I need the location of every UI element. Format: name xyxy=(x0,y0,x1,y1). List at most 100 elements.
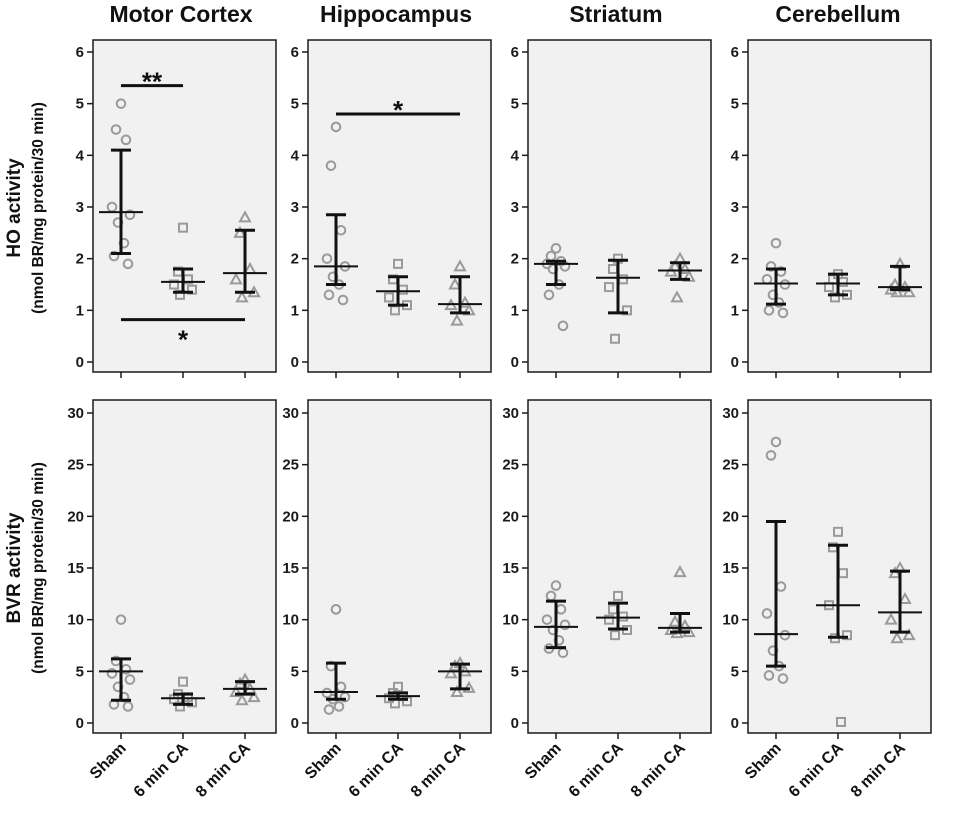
panel-5-sham-point xyxy=(122,701,134,712)
panel-7-sham-point xyxy=(550,580,562,591)
panel-1-sham-point xyxy=(108,250,120,262)
category-label-6-min-ca: 6 min CA xyxy=(346,739,407,800)
panel-7-sham-point xyxy=(559,619,571,631)
panel-1-sham-point xyxy=(120,134,132,146)
panel-1-8-min-ca-point xyxy=(233,225,247,238)
panel-3-8-min-ca-point xyxy=(678,261,692,274)
panel-1-ytick-label: 5 xyxy=(76,96,84,113)
panel-2-sham-point xyxy=(337,294,349,306)
panel-5-ytick-label: 5 xyxy=(76,663,84,680)
plot-area: 0123456***0123456*0123456012345605101520… xyxy=(67,39,932,801)
panel-1-sham-point xyxy=(122,258,134,270)
panel-6-sham-point xyxy=(330,604,342,615)
panel-1-ytick-label: 1 xyxy=(76,302,84,319)
panel-5-8-min-ca-point xyxy=(235,693,249,706)
panel-6-sham-point xyxy=(323,704,335,715)
panel-1-sham-point xyxy=(110,124,122,135)
panel-8-ytick-label: 25 xyxy=(722,457,739,474)
panel-6-ytick-label: 20 xyxy=(282,508,299,525)
panel-1-ytick-label: 6 xyxy=(76,44,84,61)
category-label-8-min-ca: 8 min CA xyxy=(193,739,254,800)
category-label-sham: Sham xyxy=(522,740,565,783)
panel-6-8-min-ca-point xyxy=(450,684,464,697)
panel-5-8-min-ca-point xyxy=(247,690,261,703)
panel-4-ytick-label: 6 xyxy=(731,44,739,61)
panel-2-ytick-label: 4 xyxy=(291,147,300,164)
panel-title-motor-cortex: Motor Cortex xyxy=(109,1,252,27)
panel-title-striatum: Striatum xyxy=(569,1,662,27)
panel-2-ytick-label: 0 xyxy=(291,354,299,371)
panel-7-ytick-label: 5 xyxy=(511,663,519,680)
panel-3-8-min-ca-point xyxy=(670,290,684,303)
panel-1-frame xyxy=(92,39,277,373)
panel-4: 0 1 2 3 4 5 6 xyxy=(731,39,932,378)
panel-4-sham-point xyxy=(777,307,789,319)
panel-7-ytick-label: 25 xyxy=(502,457,519,474)
category-label-sham: Sham xyxy=(742,740,785,783)
panel-4-ytick-label: 0 xyxy=(731,354,739,371)
panel-4-ytick-label: 4 xyxy=(731,147,740,164)
panel-6-sham-point xyxy=(321,687,333,699)
panel-8-8-min-ca-point xyxy=(884,612,898,625)
panel-5-8-min-ca-point xyxy=(233,676,247,689)
category-label-8-min-ca: 8 min CA xyxy=(848,739,909,800)
panel-7-6-min-ca-point xyxy=(604,614,614,625)
panel-7-ytick-label: 15 xyxy=(502,560,519,577)
panel-3-ytick-label: 5 xyxy=(511,96,519,113)
panel-4-8-min-ca-point xyxy=(902,285,916,298)
panel-2-sham-point xyxy=(323,289,335,301)
category-label-6-min-ca: 6 min CA xyxy=(786,739,847,800)
panel-3-6-min-ca-point xyxy=(610,333,620,344)
panel-3-ytick-label: 4 xyxy=(511,147,520,164)
panel-3-sham-point xyxy=(543,289,555,301)
panel-2-ytick-label: 3 xyxy=(291,199,299,216)
panel-8-sham-point xyxy=(779,629,791,641)
panel-3-ytick-label: 2 xyxy=(511,251,519,268)
panel-4-8-min-ca-point xyxy=(890,285,904,298)
panel-6-8-min-ca-point xyxy=(462,680,476,693)
panel-2-ytick-label: 2 xyxy=(291,251,299,268)
panel-7-frame xyxy=(527,399,712,734)
category-label-sham: Sham xyxy=(87,740,130,783)
panel-5-sham-point xyxy=(115,614,127,625)
panel-3-6-min-ca-point xyxy=(604,282,614,293)
y-axis-sublabel-ho: (nmol BR/mg protein/30 min) xyxy=(30,102,47,314)
panel-6-ytick-label: 0 xyxy=(291,715,299,732)
panel-1-sham-point xyxy=(124,209,136,221)
panel-5-ytick-label: 10 xyxy=(67,612,84,629)
panel-6-sham-point xyxy=(333,701,345,712)
category-label-6-min-ca: 6 min CA xyxy=(566,739,627,800)
panel-7-8-min-ca-point xyxy=(678,618,692,631)
panel-8-sham-point xyxy=(761,608,773,619)
panel-2-sham-point xyxy=(330,121,342,133)
panel-7-6-min-ca-point xyxy=(613,590,623,601)
panel-8-ytick-label: 15 xyxy=(722,560,739,577)
panel-1-6-min-ca-point xyxy=(169,279,179,290)
panel-7-ytick-label: 30 xyxy=(502,405,519,422)
panel-8-sham-point xyxy=(763,670,775,681)
panel-8-8-min-ca-point xyxy=(902,628,916,641)
panel-8-6-min-ca-point xyxy=(833,526,843,537)
panel-5-8-min-ca-point xyxy=(229,684,243,697)
panel-4-ytick-label: 3 xyxy=(731,199,739,216)
panel-3-ytick-label: 6 xyxy=(511,44,519,61)
panel-8-8-min-ca-point xyxy=(888,566,902,579)
panel-3-frame xyxy=(527,39,712,373)
panel-3-ytick-label: 0 xyxy=(511,354,519,371)
panel-6-ytick-label: 15 xyxy=(282,560,299,577)
panel-3: 0 1 2 3 4 5 6 xyxy=(511,39,712,378)
panel-1-significance-label-2: * xyxy=(178,325,189,355)
panel-3-sham-point xyxy=(550,243,562,254)
panel-8-sham-point xyxy=(765,450,777,461)
panel-2-8-min-ca-point xyxy=(453,259,467,272)
panel-4-frame xyxy=(747,39,932,373)
panel-5-sham-point xyxy=(124,674,136,685)
panel-title-cerebellum: Cerebellum xyxy=(775,1,900,27)
panel-8: 0 5 10 15 20 25 30 Sham 6 min CA 8 min CA xyxy=(722,399,932,801)
panel-7: 0 5 10 15 20 25 30 Sham 6 min CA 8 min CA xyxy=(502,399,712,801)
panel-8-ytick-label: 0 xyxy=(731,715,739,732)
panel-8-ytick-label: 5 xyxy=(731,663,739,680)
panel-6-ytick-label: 5 xyxy=(291,663,299,680)
panel-3-sham-point xyxy=(557,320,569,332)
